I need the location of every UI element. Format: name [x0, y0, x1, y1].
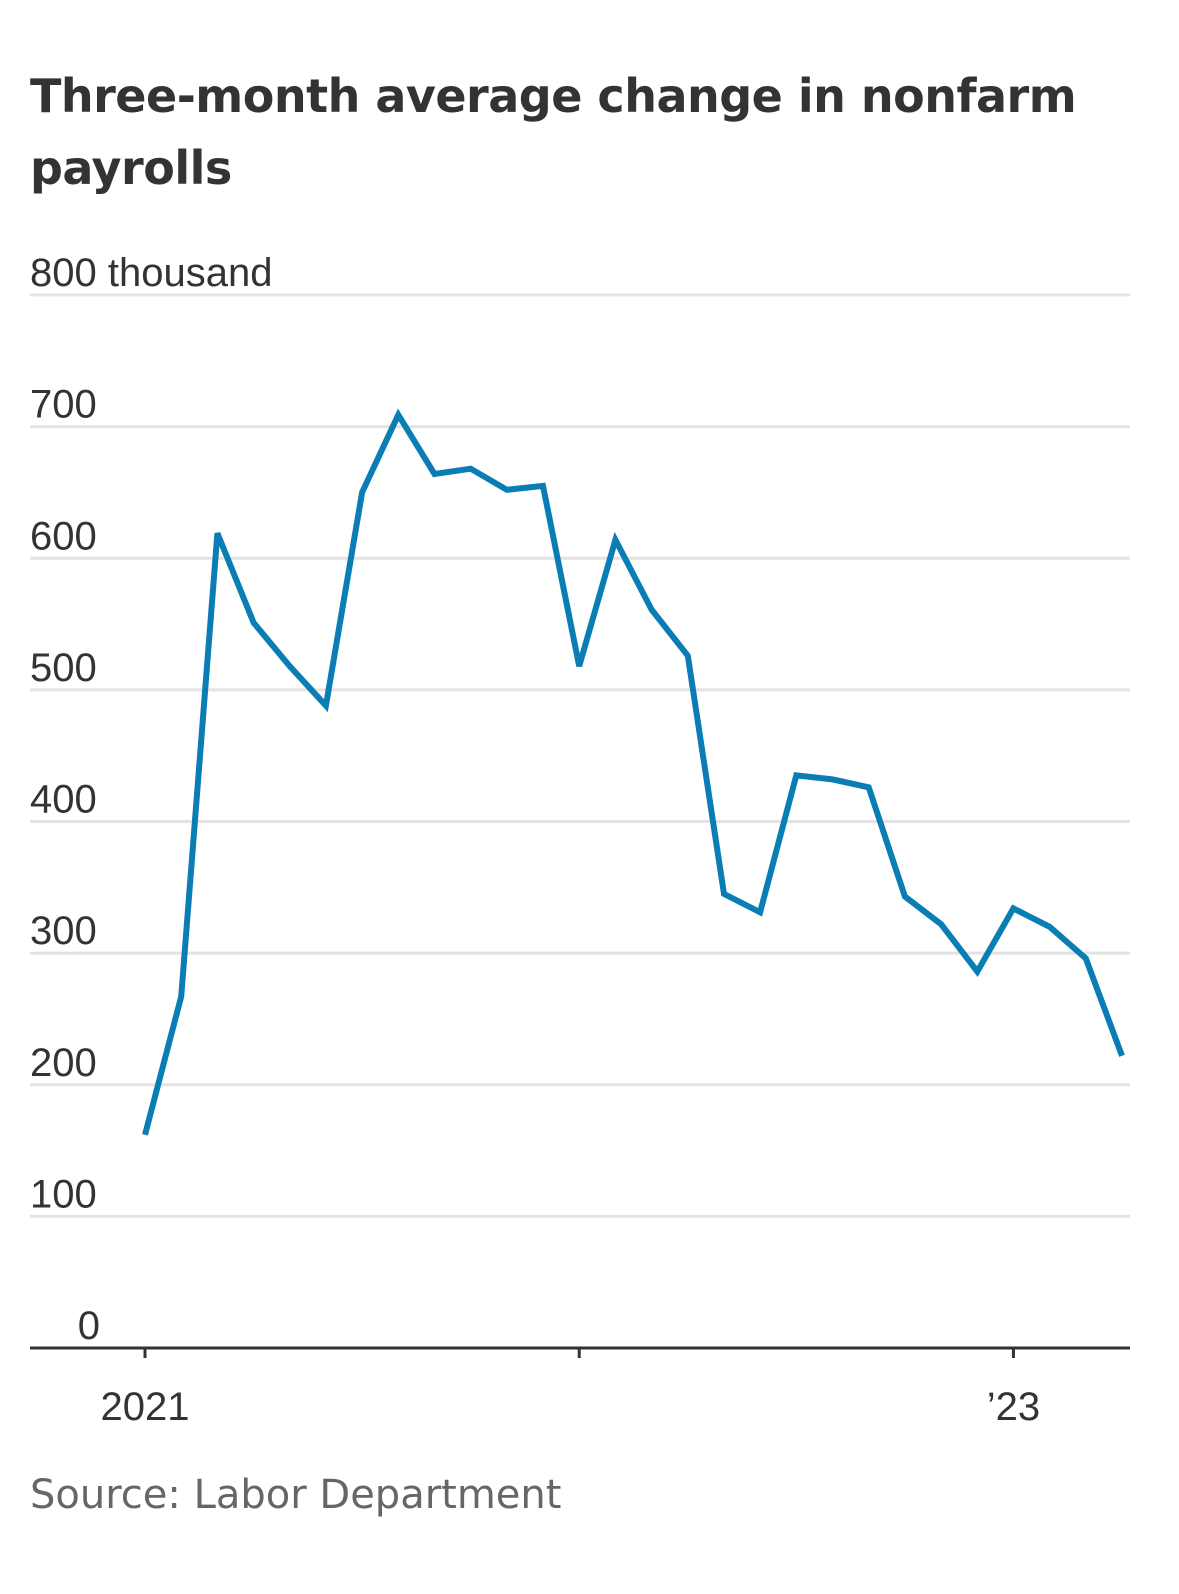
- y-tick-label-400: 400: [30, 778, 97, 822]
- source-note: Source: Labor Department: [30, 1472, 562, 1518]
- y-tick-label-200: 200: [30, 1041, 97, 1085]
- y-tick-label-800: 800 thousand: [30, 251, 272, 295]
- y-tick-label-300: 300: [30, 909, 97, 953]
- y-tick-label-0: 0: [78, 1304, 100, 1348]
- y-tick-label-100: 100: [30, 1172, 97, 1216]
- gridlines: [30, 293, 1130, 1218]
- y-axis-tick-labels: 800 thousand 700 600 500 400 300 200 100 0: [30, 251, 272, 1348]
- x-axis-ticks: 2021 ’23: [101, 1348, 1040, 1429]
- y-tick-label-500: 500: [30, 646, 97, 690]
- y-tick-label-700: 700: [30, 383, 97, 427]
- chart-title: Three-month average change in nonfarm pa…: [30, 69, 1077, 195]
- series-line-payrolls: [142, 408, 1125, 1136]
- y-tick-label-600: 600: [30, 514, 97, 558]
- x-tick-label-2: ’23: [987, 1385, 1040, 1429]
- x-tick-label-0: 2021: [101, 1385, 190, 1429]
